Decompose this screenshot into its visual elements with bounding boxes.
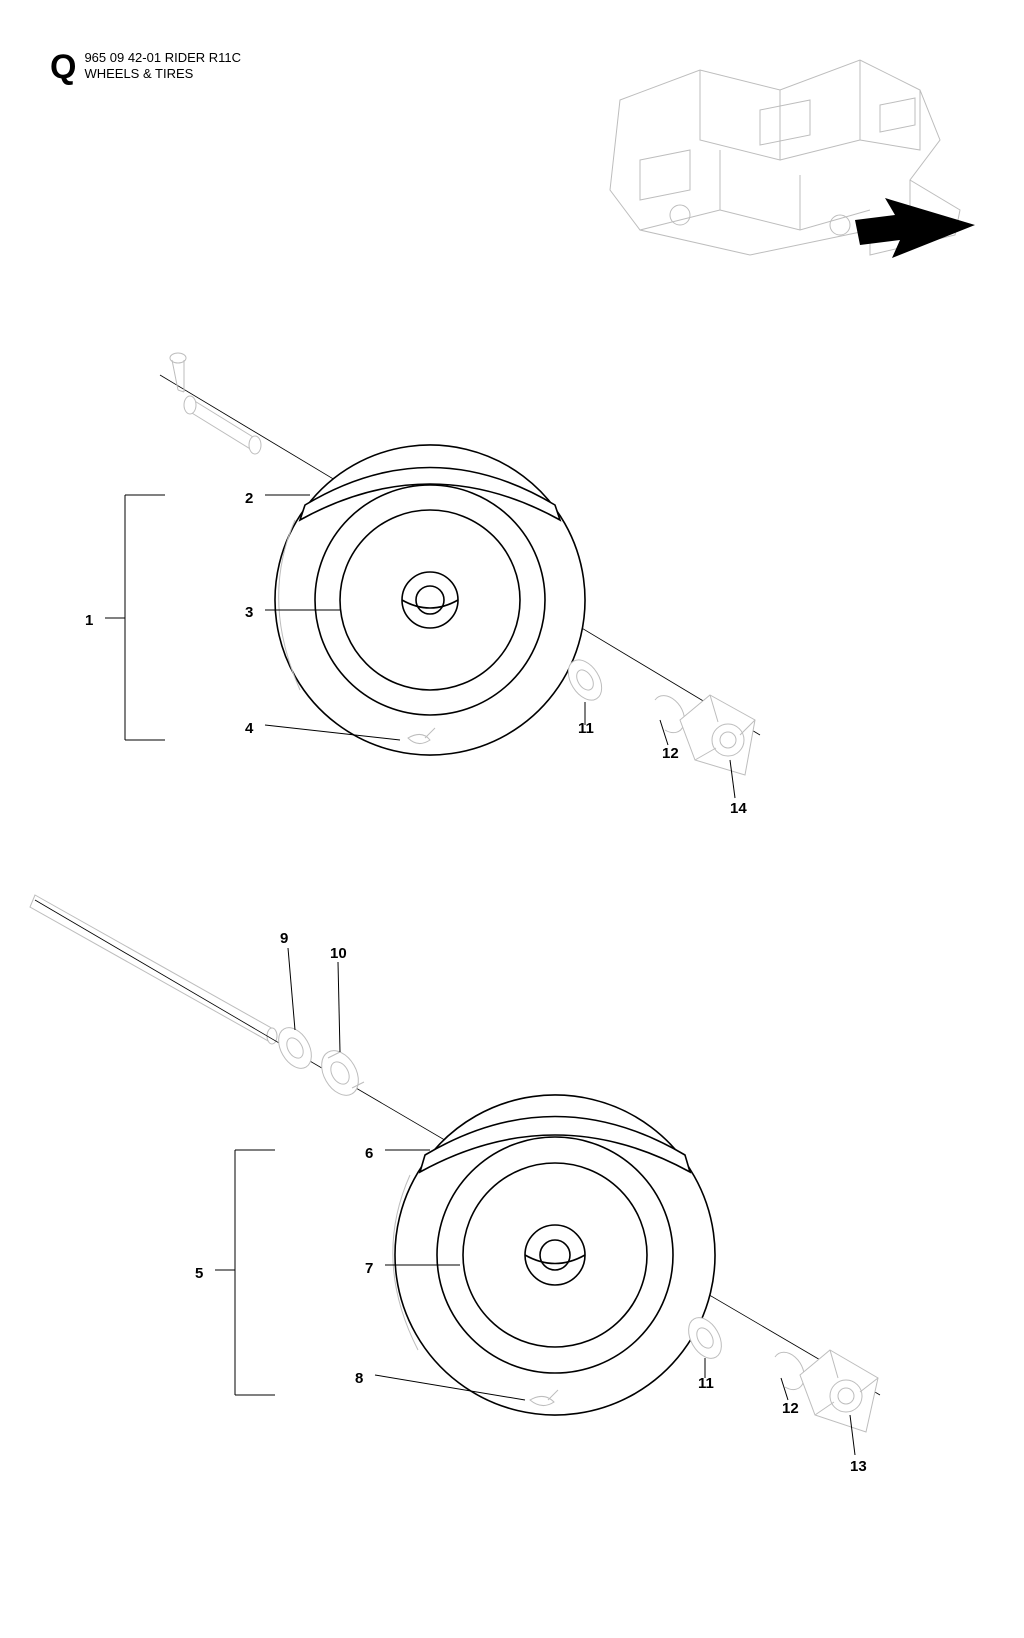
callout-10: 10 [330, 945, 347, 962]
callout-4: 4 [245, 720, 253, 737]
upper-spacer [184, 396, 261, 454]
lower-washer-10 [314, 1044, 366, 1102]
lower-wheel [374, 1074, 735, 1435]
upper-circlip-12 [655, 696, 684, 733]
callout-2: 2 [245, 490, 253, 507]
callout-12: 12 [662, 745, 679, 762]
callout-13: 13 [850, 1458, 867, 1475]
lower-circlip-12 [775, 1352, 804, 1389]
upper-hubcap-14 [680, 695, 755, 775]
callout-5: 5 [195, 1265, 203, 1282]
callout-7: 7 [365, 1260, 373, 1277]
callout-6: 6 [365, 1145, 373, 1162]
callout-12_b: 12 [782, 1400, 799, 1417]
exploded-diagram [0, 0, 1024, 1638]
callout-11: 11 [578, 720, 594, 737]
callout-1: 1 [85, 612, 93, 629]
lower-hubcap-13 [800, 1350, 878, 1432]
upper-wheel [255, 425, 605, 775]
callout-11_b: 11 [698, 1375, 714, 1392]
callout-9: 9 [280, 930, 288, 947]
callout-8: 8 [355, 1370, 363, 1387]
reference-arrow-icon [855, 198, 975, 258]
callout-3: 3 [245, 604, 253, 621]
callout-14: 14 [730, 800, 747, 817]
